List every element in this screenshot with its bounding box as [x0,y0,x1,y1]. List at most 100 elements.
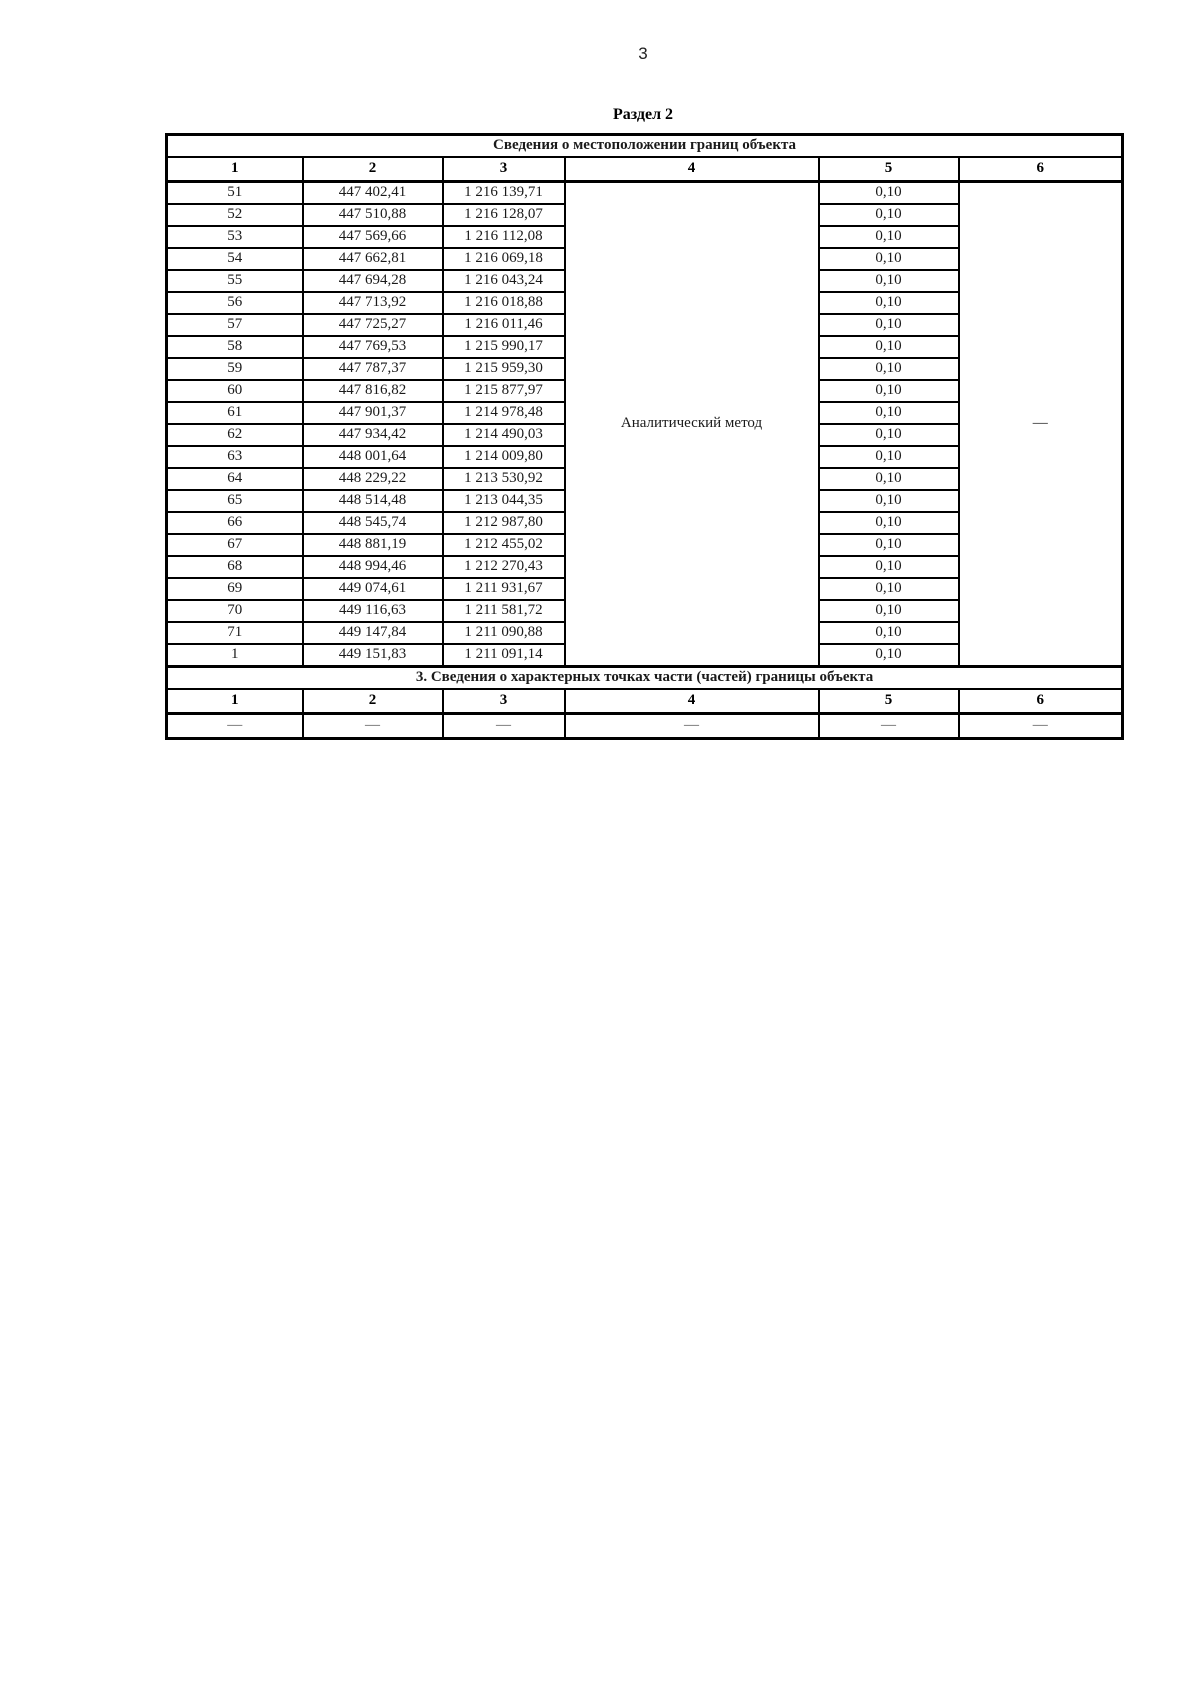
column-numbers-row-2: 1 2 3 4 5 6 [165,688,1124,715]
table-row: 71 449 147,84 1 211 090,88 0,10 [165,621,1123,645]
coord-y: 1 211 581,72 [441,599,566,623]
coord-y: 1 216 011,46 [441,313,566,337]
precision: 0,10 [817,225,960,249]
col-header-2: 2 [301,156,444,183]
point-number: 58 [165,335,304,359]
point-number: 62 [165,423,304,447]
precision: 0,10 [817,357,960,381]
table-row: 67 448 881,19 1 212 455,02 0,10 [165,533,1123,557]
precision: 0,10 [817,203,960,227]
coord-x: 449 147,84 [301,621,444,645]
coord-y: 1 211 090,88 [441,621,566,645]
precision: 0,10 [817,621,960,645]
point-number: 67 [165,533,304,557]
precision: 0,10 [817,445,960,469]
point-number: 52 [165,203,304,227]
table-row: 63 448 001,64 1 214 009,80 0,10 [165,445,1123,469]
coord-x: 448 994,46 [301,555,444,579]
table-row: 51 447 402,41 1 216 139,71 Аналитический… [165,180,1124,668]
point-number: 63 [165,445,304,469]
coord-x: 447 769,53 [301,335,444,359]
coord-y: 1 215 959,30 [441,357,566,381]
coord-y: 1 216 043,24 [441,269,566,293]
table-row: 58 447 769,53 1 215 990,17 0,10 [165,335,1123,359]
precision: 0,10 [817,511,960,535]
col-header-6: 6 [957,156,1124,183]
method-cell: Аналитический метод [563,180,820,668]
table-row: 70 449 116,63 1 211 581,72 0,10 [165,599,1123,623]
table-row: 69 449 074,61 1 211 931,67 0,10 [165,577,1123,601]
coord-x: 447 694,28 [301,269,444,293]
empty-cell: — [817,712,960,740]
precision: 0,10 [817,247,960,271]
table-row: 54 447 662,81 1 216 069,18 0,10 [165,247,1123,271]
table-row: 64 448 229,22 1 213 530,92 0,10 [165,467,1123,491]
table-row: 68 448 994,46 1 212 270,43 0,10 [165,555,1123,579]
point-number: 69 [165,577,304,601]
table-row: 59 447 787,37 1 215 959,30 0,10 [165,357,1123,381]
coord-y: 1 214 978,48 [441,401,566,425]
table-row: 57 447 725,27 1 216 011,46 0,10 [165,313,1123,337]
point-number: 54 [165,247,304,271]
coord-y: 1 216 018,88 [441,291,566,315]
coord-x: 449 116,63 [301,599,444,623]
empty-cell: — [165,712,304,740]
coord-x: 447 725,27 [301,313,444,337]
precision: 0,10 [817,291,960,315]
table-row: 53 447 569,66 1 216 112,08 0,10 [165,225,1123,249]
coord-x: 449 074,61 [301,577,444,601]
coord-y: 1 212 455,02 [441,533,566,557]
section-2-heading: Раздел 2 [612,106,674,123]
coord-x: 447 402,41 [301,180,444,205]
col-header-4: 4 [563,156,820,183]
coord-x: 447 787,37 [301,357,444,381]
table-row: 1 449 151,83 1 211 091,14 0,10 [165,643,1123,668]
precision: 0,10 [817,401,960,425]
point-number: 60 [165,379,304,403]
coord-y: 1 213 044,35 [441,489,566,513]
table-row: 61 447 901,37 1 214 978,48 0,10 [165,401,1123,425]
precision: 0,10 [817,467,960,491]
coord-x: 447 816,82 [301,379,444,403]
precision: 0,10 [817,643,960,668]
coord-x: 448 001,64 [301,445,444,469]
precision: 0,10 [817,180,960,205]
coord-x: 447 569,66 [301,225,444,249]
point-number: 68 [165,555,304,579]
precision: 0,10 [817,489,960,513]
column-numbers-row: 1 2 3 4 5 6 [165,156,1124,183]
section-3-title-row: 3. Сведения о характерных точках части (… [165,665,1124,690]
table-row: 52 447 510,88 1 216 128,07 0,10 [165,203,1123,227]
empty-data-row: — — — — — — [165,712,1124,740]
col-header-5: 5 [817,156,960,183]
col-header-6: 6 [957,688,1124,715]
table-row: 55 447 694,28 1 216 043,24 0,10 [165,269,1123,293]
col-header-1: 1 [165,688,304,715]
col-header-1: 1 [165,156,304,183]
coord-y: 1 216 139,71 [441,180,566,205]
point-number: 70 [165,599,304,623]
col6-empty-cell: — [957,180,1124,668]
point-number: 53 [165,225,304,249]
col-header-3: 3 [441,688,566,715]
point-number: 59 [165,357,304,381]
coord-x: 448 545,74 [301,511,444,535]
coord-y: 1 214 009,80 [441,445,566,469]
precision: 0,10 [817,335,960,359]
point-number: 55 [165,269,304,293]
coord-x: 447 510,88 [301,203,444,227]
coord-x: 447 934,42 [301,423,444,447]
coord-x: 447 901,37 [301,401,444,425]
col-header-4: 4 [563,688,820,715]
coord-x: 447 713,92 [301,291,444,315]
point-number: 61 [165,401,304,425]
precision: 0,10 [817,577,960,601]
precision: 0,10 [817,313,960,337]
point-number: 1 [165,643,304,668]
precision: 0,10 [817,423,960,447]
empty-cell: — [301,712,444,740]
section-3-title: 3. Сведения о характерных точках части (… [165,665,1124,690]
coord-y: 1 214 490,03 [441,423,566,447]
table-row: 65 448 514,48 1 213 044,35 0,10 [165,489,1123,513]
precision: 0,10 [817,269,960,293]
